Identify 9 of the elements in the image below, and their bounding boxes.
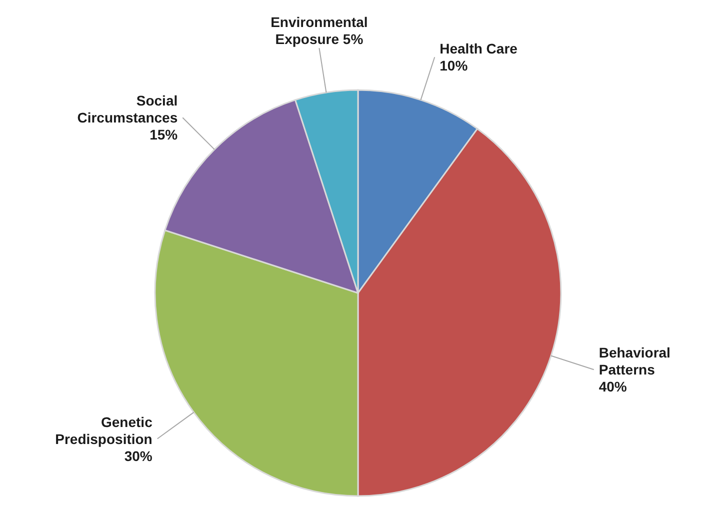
slice-label: Social Circumstances <box>77 92 178 126</box>
data-label: 15% <box>150 126 178 143</box>
data-label: 10% <box>440 58 468 74</box>
slice-label: Behavioral Patterns <box>598 344 670 378</box>
slice-label: Genetic Predisposition <box>55 414 153 447</box>
data-label: 40% <box>598 378 628 395</box>
slice-label: Health Care <box>440 40 518 57</box>
data-label: 30% <box>124 448 153 464</box>
slice-label: Environmental Exposure 5% <box>270 14 368 48</box>
